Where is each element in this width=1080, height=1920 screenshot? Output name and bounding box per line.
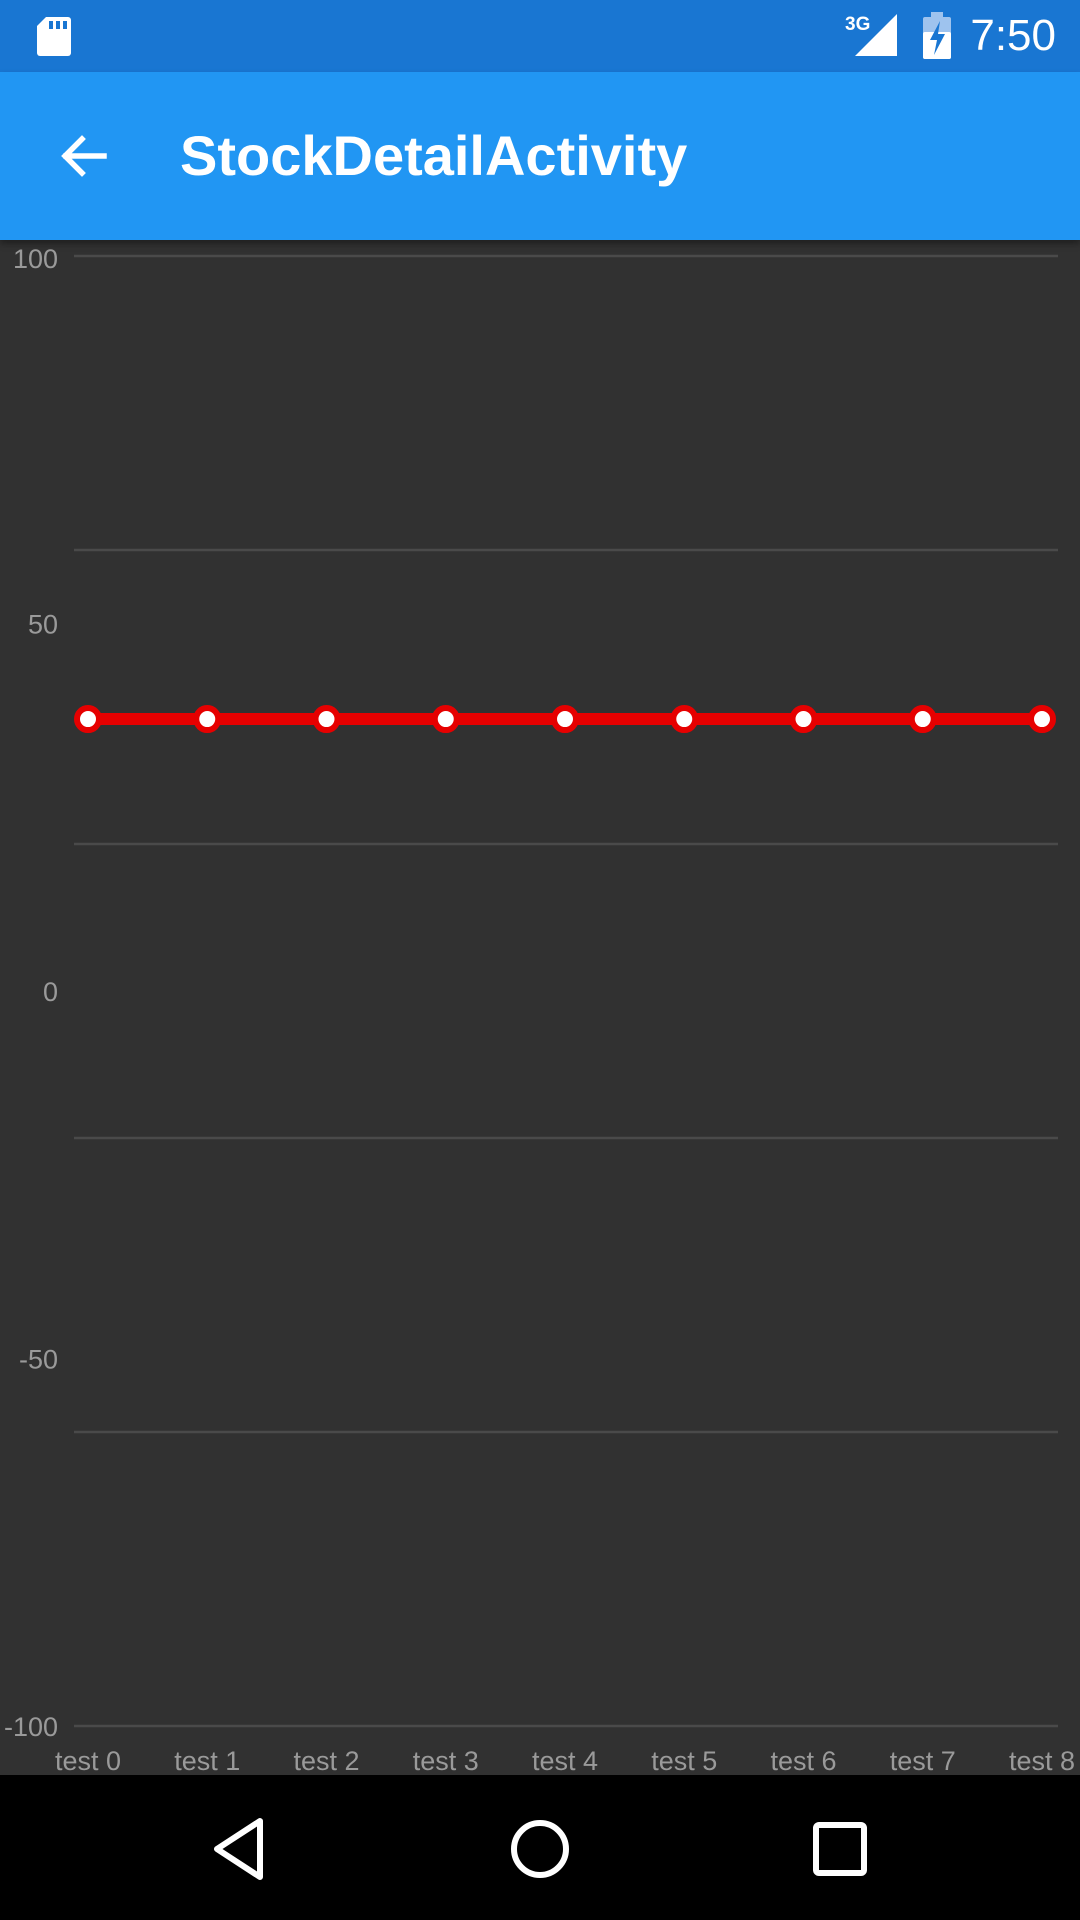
data-point	[312, 705, 341, 734]
data-point	[789, 705, 818, 734]
data-point	[74, 705, 102, 734]
data-point	[908, 705, 937, 734]
status-bar: 3G 7:50	[0, 0, 1080, 72]
y-tick-label: -50	[19, 1345, 58, 1375]
x-tick-label: test 3	[413, 1746, 479, 1775]
data-point	[1028, 705, 1056, 734]
y-tick-label: 100	[13, 244, 58, 274]
data-point	[551, 705, 579, 734]
recents-square-icon[interactable]	[800, 1809, 880, 1889]
y-tick-label: 0	[43, 977, 58, 1007]
clock: 7:50	[970, 11, 1056, 60]
app-bar: StockDetailActivity	[0, 72, 1080, 240]
data-point	[670, 705, 699, 734]
home-circle-icon[interactable]	[500, 1809, 580, 1889]
data-point	[431, 705, 460, 734]
sd-card-icon	[37, 17, 71, 56]
line-chart: -100 -50 0 50 100 test 0 test 1 test 2 test 3 tes…	[0, 240, 1080, 1775]
page-title: StockDetailActivity	[180, 124, 688, 187]
x-tick-label: test 4	[532, 1746, 598, 1775]
y-tick-label: -100	[4, 1712, 58, 1742]
x-tick-label: test 8	[1009, 1746, 1075, 1775]
x-tick-label: test 6	[770, 1746, 836, 1775]
x-tick-label: test 7	[890, 1746, 956, 1775]
x-tick-label: test 0	[55, 1746, 121, 1775]
navigation-bar	[0, 1775, 1080, 1920]
arrow-back-icon[interactable]	[54, 126, 114, 186]
signal-icon: 3G	[845, 14, 897, 56]
x-tick-label: test 2	[293, 1746, 359, 1775]
x-tick-label: test 1	[174, 1746, 240, 1775]
chart-svg: -100 -50 0 50 100 test 0 test 1 test 2 test 3 tes…	[4, 244, 1075, 1775]
network-type-label: 3G	[845, 14, 870, 35]
x-tick-label: test 5	[651, 1746, 717, 1775]
back-triangle-icon[interactable]	[200, 1809, 280, 1889]
data-point	[193, 705, 222, 734]
battery-charging-icon	[923, 12, 951, 59]
y-tick-label: 50	[28, 610, 58, 640]
